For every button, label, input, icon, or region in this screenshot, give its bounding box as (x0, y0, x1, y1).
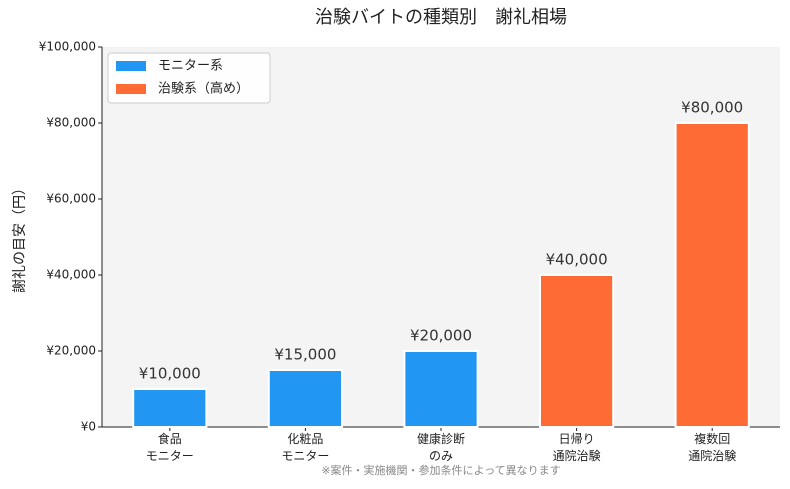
footnote: ※案件・実施機関・参加条件によって異なります (321, 463, 560, 477)
value-label: ¥20,000 (410, 327, 472, 345)
value-label: ¥40,000 (546, 251, 608, 269)
legend-swatch (116, 84, 146, 94)
legend-label: 治験系（高め） (158, 81, 249, 97)
x-tick-label: 日帰り通院治験 (553, 432, 601, 463)
bar (403, 350, 479, 428)
chart-title: 治験バイトの種類別 謝礼相場 (315, 7, 567, 28)
bar (132, 388, 208, 428)
y-tick-label: ¥0 (81, 420, 96, 434)
bar (267, 369, 344, 428)
legend-box (107, 52, 271, 104)
x-tick-label: 複数回通院治験 (688, 431, 736, 463)
y-tick-label: ¥80,000 (46, 116, 96, 130)
bar (674, 122, 750, 428)
x-tick-label: 食品モニター (146, 431, 194, 463)
y-axis-label: 謝礼の目安（円） (12, 181, 28, 293)
bar (538, 274, 615, 428)
value-label: ¥10,000 (139, 365, 201, 383)
legend-label: モニター系 (158, 59, 223, 74)
x-tick-label: 化粧品モニター (281, 432, 329, 463)
y-tick-label: ¥20,000 (46, 344, 96, 358)
legend-swatch (116, 61, 146, 71)
y-tick-label: ¥40,000 (46, 268, 96, 282)
y-tick-label: ¥60,000 (46, 192, 96, 206)
y-tick-label: ¥100,000 (39, 40, 96, 54)
value-label: ¥15,000 (274, 346, 336, 364)
value-label: ¥80,000 (681, 99, 743, 117)
x-tick-label: 健康診断のみ (417, 431, 465, 463)
